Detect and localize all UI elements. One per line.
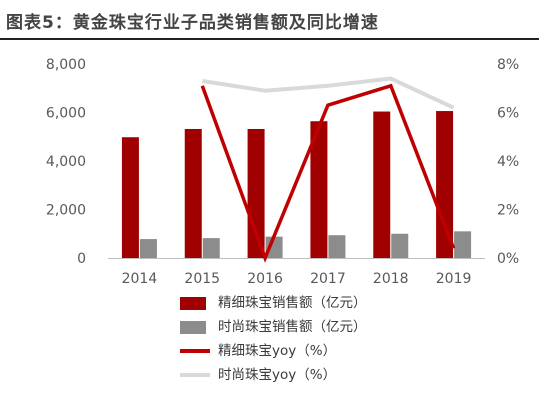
- y-left-tick-label: 4,000: [46, 154, 86, 170]
- legend-label-fashion-sales: 时尚珠宝销售额（亿元）: [218, 319, 367, 335]
- y-left-tick-label: 2,000: [46, 203, 86, 219]
- bar-fine-sales: [184, 128, 202, 258]
- legend-label-fine-yoy: 精细珠宝yoy（%）: [218, 343, 337, 359]
- bar-fashion-sales: [139, 239, 157, 258]
- bar-fine-sales: [247, 128, 265, 258]
- legend-item-fashion-sales: 时尚珠宝销售额（亿元）: [180, 315, 440, 339]
- legend-swatch-fine-yoy: [180, 349, 210, 353]
- legend-label-fashion-yoy: 时尚珠宝yoy（%）: [218, 367, 337, 383]
- x-tick-label: 2017: [310, 271, 346, 287]
- bar-fashion-sales: [454, 231, 472, 258]
- y-right-tick-label: 6%: [497, 106, 519, 122]
- line-fine-yoy: [200, 83, 456, 263]
- legend-item-fine-sales: 精细珠宝销售额（亿元）: [180, 291, 440, 315]
- y-right-tick-label: 8%: [497, 57, 519, 73]
- bar-fashion-sales: [391, 233, 409, 258]
- y-left-tick-label: 0: [77, 251, 86, 267]
- legend-item-fine-yoy: 精细珠宝yoy（%）: [180, 339, 440, 363]
- x-tick-label: 2014: [122, 271, 158, 287]
- legend-label-fine-sales: 精细珠宝销售额（亿元）: [218, 295, 367, 311]
- bar-fine-sales: [373, 111, 391, 258]
- x-tick-label: 2015: [184, 271, 220, 287]
- y-right-tick-label: 0%: [497, 251, 519, 267]
- y-left-tick-label: 6,000: [46, 106, 86, 122]
- x-tick-label: 2016: [247, 271, 283, 287]
- bar-fine-sales: [436, 111, 454, 258]
- legend-swatch-fashion-yoy: [180, 373, 210, 377]
- bar-fashion-sales: [202, 238, 220, 258]
- y-right-tick-label: 4%: [497, 154, 519, 170]
- chart-legend: 精细珠宝销售额（亿元） 时尚珠宝销售额（亿元） 精细珠宝yoy（%） 时尚珠宝y…: [180, 291, 440, 387]
- line-fashion-yoy: [201, 76, 455, 110]
- legend-swatch-fine-sales: [180, 297, 206, 310]
- x-tick-label: 2018: [373, 271, 409, 287]
- chart-header: 图表5：黄金珠宝行业子品类销售额及同比增速: [0, 0, 539, 40]
- legend-swatch-fashion-sales: [180, 321, 206, 334]
- x-tick-label: 2019: [436, 271, 472, 287]
- bar-fashion-sales: [328, 235, 346, 258]
- y-right-tick-label: 2%: [497, 203, 519, 219]
- bar-fine-sales: [121, 137, 139, 258]
- chart-title: 图表5：黄金珠宝行业子品类销售额及同比增速: [6, 13, 379, 33]
- bar-fine-sales: [310, 121, 328, 258]
- y-left-tick-label: 8,000: [46, 57, 86, 73]
- title-underline: [0, 38, 539, 40]
- legend-item-fashion-yoy: 时尚珠宝yoy（%）: [180, 363, 440, 387]
